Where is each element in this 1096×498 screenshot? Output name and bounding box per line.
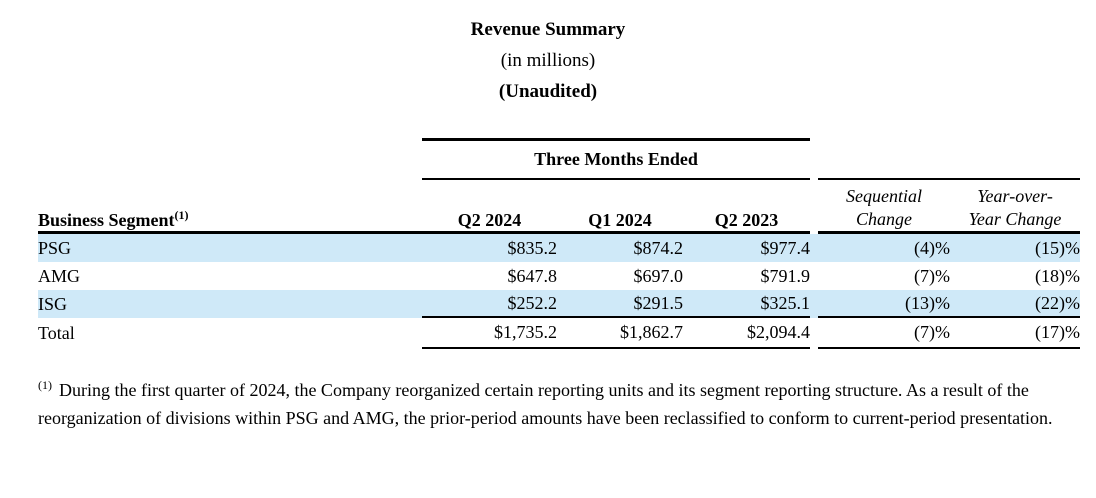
column-gap-spacer <box>810 180 818 234</box>
document-title-block: Revenue Summary (in millions) (Unaudited… <box>0 14 1096 107</box>
value-cell-yoy-change: (18)% <box>1035 265 1081 286</box>
table-row-psg: PSG $835.2 $874.2 $977.4 (4)% (15)% <box>38 234 1081 262</box>
title-subtitle-unaudited: (Unaudited) <box>498 81 598 102</box>
group-header-empty-cell <box>38 138 422 180</box>
value-cell-yoy-change: (17)% <box>950 318 1081 349</box>
value-cell-q1-2024: $697.0 <box>633 265 684 286</box>
table-row-isg: ISG $252.2 $291.5 $325.1 (13)% (22)% <box>38 290 1081 318</box>
footnote: (1) During the first quarter of 2024, the… <box>38 376 1064 432</box>
value-cell-seq-change: (7)% <box>818 318 951 349</box>
value-cell-q2-2023: $325.1 <box>683 290 811 318</box>
value-cell-q2-2024: $1,735.2 <box>422 318 557 349</box>
value-cell-seq-change: (7)% <box>914 265 951 286</box>
column-gap-spacer <box>810 138 818 180</box>
yoy-change-line2: Year Change <box>968 209 1062 229</box>
value-cell-q2-2023: $977.4 <box>683 234 811 262</box>
page-title: Revenue Summary <box>470 19 626 40</box>
column-header-sequential-change: Sequential Change <box>818 180 951 234</box>
group-header-row: Three Months Ended <box>38 138 1081 180</box>
column-headers-row: Business Segment(1) Q2 2024 Q1 2024 Q2 2… <box>38 180 1081 234</box>
group-header-three-months: Three Months Ended <box>422 138 811 180</box>
table-row-total: Total $1,735.2 $1,862.7 $2,094.4 (7)% (1… <box>38 318 1081 349</box>
column-header-business-segment: Business Segment(1) <box>38 180 422 234</box>
segment-cell: ISG <box>38 290 422 318</box>
column-gap-spacer <box>810 318 818 349</box>
value-cell-q2-2024: $835.2 <box>422 234 557 262</box>
value-cell-q2-2023: $791.9 <box>760 265 811 286</box>
segment-cell: Total <box>38 323 75 343</box>
title-subtitle-millions: (in millions) <box>500 50 596 71</box>
column-gap-spacer <box>810 234 819 262</box>
value-cell-q2-2023: $2,094.4 <box>683 318 811 349</box>
value-cell-seq-change: (13)% <box>818 290 951 318</box>
change-columns-top-rule <box>818 138 1081 180</box>
footnote-text: During the first quarter of 2024, the Co… <box>38 380 1053 428</box>
footnote-reference-marker: (1) <box>174 208 189 222</box>
column-header-q2-2024: Q2 2024 <box>422 180 557 234</box>
value-cell-q2-2024: $647.8 <box>507 265 558 286</box>
column-gap-spacer <box>810 262 818 290</box>
column-gap-spacer <box>810 290 819 318</box>
revenue-summary-table: Three Months Ended Business Segment(1) Q… <box>38 138 1081 349</box>
segment-cell: AMG <box>38 265 81 286</box>
value-cell-seq-change: (4)% <box>818 234 951 262</box>
value-cell-yoy-change: (15)% <box>950 234 1081 262</box>
column-header-q1-2024: Q1 2024 <box>557 180 683 234</box>
yoy-change-line1: Year-over- <box>977 186 1053 206</box>
column-header-q2-2023: Q2 2023 <box>683 180 811 234</box>
segment-cell: PSG <box>38 234 422 262</box>
sequential-change-line2: Change <box>856 209 913 229</box>
value-cell-q2-2024: $252.2 <box>422 290 557 318</box>
business-segment-word: Business <box>38 210 105 230</box>
sequential-change-line1: Sequential <box>846 186 922 206</box>
table-row-amg: AMG $647.8 $697.0 $791.9 (7)% (18)% <box>38 262 1080 290</box>
value-cell-q1-2024: $874.2 <box>557 234 683 262</box>
value-cell-q1-2024: $291.5 <box>557 290 683 318</box>
value-cell-q1-2024: $1,862.7 <box>557 318 683 349</box>
value-cell-yoy-change: (22)% <box>950 290 1081 318</box>
segment-underlined-word: Segment <box>108 210 175 231</box>
column-header-yoy-change: Year-over- Year Change <box>950 180 1081 234</box>
footnote-number: (1) <box>38 378 52 392</box>
